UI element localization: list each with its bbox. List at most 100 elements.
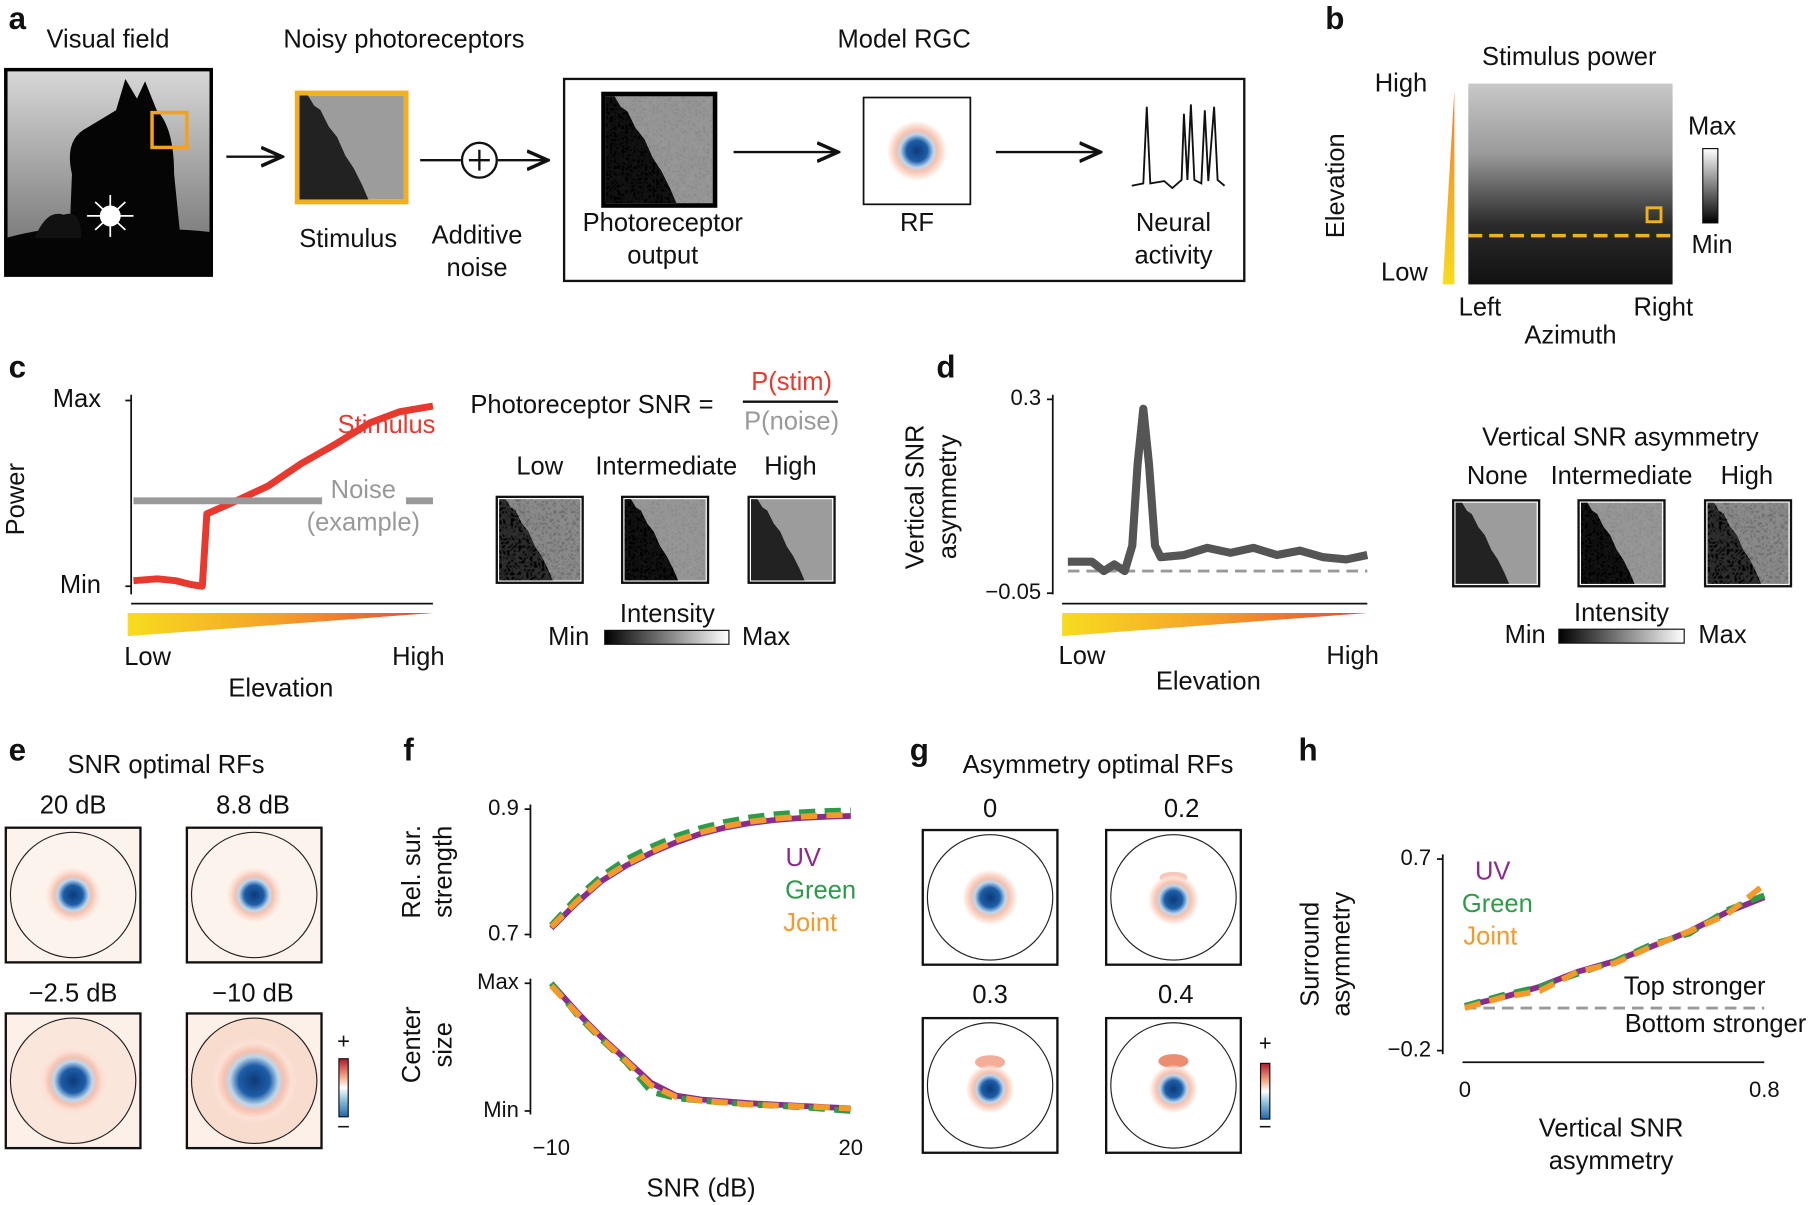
x-tick-label: High [1326, 642, 1378, 670]
label: 0.3 [972, 981, 1007, 1009]
x-tick-label: −10 [533, 1135, 570, 1160]
data-line [1067, 404, 1369, 576]
label: Photoreceptor SNR = [470, 391, 713, 419]
label: UV [785, 844, 820, 872]
label: Noisy photoreceptors [283, 25, 524, 53]
label: Intensity [1574, 599, 1669, 627]
y-tick-label: Min [483, 1097, 519, 1122]
label: Joint [1463, 923, 1517, 951]
label: UV [1475, 858, 1510, 886]
label: a [9, 1, 27, 36]
y-tick-label: 0.9 [488, 795, 519, 820]
label: Rel. sur. [398, 825, 426, 919]
label: P(noise) [744, 407, 839, 435]
label: Power [2, 463, 30, 536]
label: Intensity [620, 600, 715, 628]
label: Asymmetry optimal RFs [963, 751, 1234, 779]
data-line [549, 807, 851, 928]
axes-d [1051, 394, 1368, 637]
label: g [910, 733, 929, 768]
label: − [337, 1114, 350, 1139]
label: Vertical SNR [902, 425, 930, 570]
label: 8.8 dB [216, 792, 290, 820]
data-line [549, 811, 851, 930]
data-line [549, 981, 851, 1112]
label: 0.2 [1164, 795, 1199, 823]
label: size [429, 1022, 457, 1067]
label: Vertical SNR [1539, 1114, 1684, 1142]
label: Intermediate [1551, 462, 1693, 490]
sum-node [460, 141, 498, 179]
x-tick-label: 20 [839, 1135, 864, 1160]
label: Min [1505, 621, 1546, 649]
label: + [337, 1028, 350, 1053]
label: asymmetry [934, 434, 962, 559]
spike-trace [1131, 104, 1226, 190]
label: b [1325, 1, 1344, 36]
label: Min [1691, 231, 1732, 259]
label: h [1299, 733, 1318, 768]
label: c [9, 349, 26, 384]
label: Elevation [228, 674, 333, 702]
label: −10 dB [212, 980, 294, 1008]
y-tick-label: Max [477, 969, 519, 994]
label: Noise [331, 476, 396, 504]
label: Surround [1296, 902, 1324, 1007]
label: Green [785, 876, 856, 904]
label: High [764, 453, 816, 481]
label: d [936, 349, 955, 384]
label: Neural [1136, 209, 1211, 237]
label: Joint [783, 909, 837, 937]
label: High [1721, 462, 1773, 490]
y-tick-label: −0.2 [1388, 1036, 1432, 1061]
data-line [1464, 882, 1767, 1011]
label: RF [900, 209, 934, 237]
label: Low [516, 453, 563, 481]
label: asymmetry [1549, 1147, 1674, 1175]
label: e [9, 733, 26, 768]
rf-image [862, 96, 972, 206]
x-tick-label: Low [1059, 642, 1106, 670]
label: SNR (dB) [646, 1175, 755, 1203]
x-tick-label: 0 [1459, 1077, 1471, 1102]
label: Elevation [1156, 667, 1261, 695]
y-tick-label: 0.7 [488, 920, 519, 945]
label: (example) [307, 508, 420, 536]
label: − [1259, 1114, 1272, 1139]
label: Min [548, 623, 589, 651]
y-tick-label: 0.7 [1401, 845, 1432, 870]
label: None [1467, 462, 1528, 490]
y-tick-label: Min [60, 571, 101, 599]
stimulus-power-image [1442, 83, 1719, 285]
label: strength [429, 826, 457, 918]
label: 0 [983, 795, 997, 823]
snr-level-images [495, 495, 836, 645]
label: Top stronger [1624, 973, 1766, 1001]
label: + [1259, 1031, 1272, 1056]
label: Low [1381, 259, 1428, 287]
label: activity [1134, 241, 1212, 269]
label: Left [1459, 294, 1502, 322]
label: asymmetry [1328, 892, 1356, 1017]
data-line [549, 981, 852, 1114]
label: High [1375, 69, 1427, 97]
label: Stimulus [299, 225, 397, 253]
label: Intermediate [595, 453, 737, 481]
data-line [549, 983, 851, 1112]
label: noise [447, 254, 508, 282]
label: 20 dB [40, 792, 107, 820]
model-box [562, 77, 1246, 283]
asymmetry-rf-images [921, 828, 1271, 1154]
label: P(stim) [751, 368, 832, 396]
label: Max [1698, 621, 1746, 649]
photoreceptor-output-image [601, 91, 718, 208]
label: Stimulus power [1482, 43, 1657, 71]
label: SNR optimal RFs [67, 751, 264, 779]
y-tick-label: 0.3 [1011, 385, 1042, 410]
label: Visual field [46, 25, 169, 53]
y-tick-label: Max [53, 385, 101, 413]
visual-field-image [4, 67, 213, 277]
label: output [627, 241, 698, 269]
axes-h [1441, 854, 1765, 1064]
